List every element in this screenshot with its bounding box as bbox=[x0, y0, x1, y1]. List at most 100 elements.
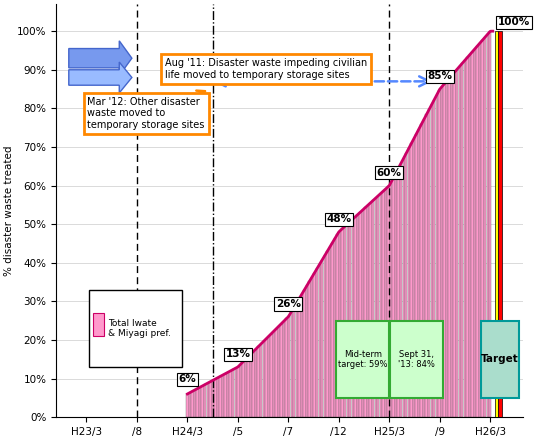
Bar bbox=[377, 196, 380, 417]
Bar bbox=[293, 307, 295, 417]
Bar bbox=[93, 313, 104, 336]
Bar bbox=[257, 346, 260, 417]
FancyBboxPatch shape bbox=[481, 321, 519, 398]
Bar bbox=[311, 277, 313, 417]
FancyBboxPatch shape bbox=[390, 321, 444, 398]
Text: 13%: 13% bbox=[226, 349, 250, 359]
Bar bbox=[252, 351, 255, 417]
Bar bbox=[286, 318, 288, 417]
Bar bbox=[270, 334, 273, 417]
Bar bbox=[451, 75, 453, 417]
Text: 85%: 85% bbox=[427, 71, 452, 81]
Bar bbox=[374, 198, 377, 417]
FancyArrow shape bbox=[69, 62, 132, 93]
Bar bbox=[413, 138, 415, 417]
Bar bbox=[425, 114, 428, 417]
Bar bbox=[324, 255, 326, 417]
Bar bbox=[433, 100, 436, 417]
Bar bbox=[197, 389, 199, 417]
Bar bbox=[469, 55, 471, 417]
Bar bbox=[275, 329, 278, 417]
Bar bbox=[301, 294, 303, 417]
Bar bbox=[265, 339, 267, 417]
Bar bbox=[342, 228, 344, 417]
Bar bbox=[255, 349, 257, 417]
Bar bbox=[235, 368, 237, 417]
Bar bbox=[260, 344, 263, 417]
Bar bbox=[400, 163, 402, 417]
Bar bbox=[321, 260, 323, 417]
Bar bbox=[186, 394, 188, 417]
Bar bbox=[487, 34, 489, 417]
Bar bbox=[418, 129, 420, 417]
Bar bbox=[288, 315, 291, 417]
Bar bbox=[482, 40, 484, 417]
Bar bbox=[298, 298, 301, 417]
Bar bbox=[372, 200, 374, 417]
Bar bbox=[344, 226, 346, 417]
Bar bbox=[194, 390, 196, 417]
Bar bbox=[214, 379, 216, 417]
Text: Aug '11: Disaster waste impeding civilian
life moved to temporary storage sites: Aug '11: Disaster waste impeding civilia… bbox=[165, 58, 367, 80]
Bar bbox=[280, 324, 283, 417]
Bar bbox=[296, 303, 298, 417]
Text: 48%: 48% bbox=[326, 214, 351, 224]
Bar bbox=[448, 78, 451, 417]
Bar bbox=[393, 177, 395, 417]
Bar bbox=[436, 95, 438, 417]
Bar bbox=[199, 387, 201, 417]
Bar bbox=[212, 380, 214, 417]
FancyArrow shape bbox=[69, 41, 132, 75]
Bar bbox=[222, 375, 224, 417]
Bar bbox=[188, 392, 191, 417]
Bar bbox=[423, 119, 425, 417]
Bar bbox=[498, 31, 502, 417]
Bar bbox=[453, 72, 456, 417]
Bar bbox=[489, 31, 491, 417]
Text: Total Iwate
& Miyagi pref.: Total Iwate & Miyagi pref. bbox=[108, 319, 171, 338]
Bar bbox=[463, 60, 466, 417]
Text: Mid-term
target: 59%: Mid-term target: 59% bbox=[338, 350, 388, 369]
Bar bbox=[306, 285, 308, 417]
Text: Sept 31,
'13: 84%: Sept 31, '13: 84% bbox=[398, 350, 436, 369]
Bar bbox=[316, 268, 318, 417]
FancyBboxPatch shape bbox=[89, 290, 183, 367]
Bar bbox=[245, 359, 247, 417]
Bar bbox=[415, 134, 418, 417]
Bar bbox=[326, 251, 329, 417]
Bar bbox=[365, 207, 367, 417]
Bar bbox=[308, 281, 311, 417]
Bar bbox=[459, 66, 461, 417]
FancyBboxPatch shape bbox=[336, 321, 389, 398]
Bar bbox=[250, 354, 252, 417]
Bar bbox=[237, 366, 240, 417]
Bar bbox=[303, 290, 306, 417]
Bar bbox=[384, 189, 387, 417]
Bar bbox=[204, 385, 206, 417]
Y-axis label: % disaster waste treated: % disaster waste treated bbox=[4, 146, 14, 276]
Bar bbox=[390, 182, 392, 417]
Bar bbox=[336, 234, 339, 417]
Bar bbox=[387, 187, 390, 417]
Bar bbox=[397, 168, 400, 417]
Bar bbox=[443, 84, 446, 417]
Bar bbox=[224, 374, 227, 417]
Bar bbox=[263, 341, 265, 417]
Text: 100%: 100% bbox=[498, 17, 530, 27]
Bar bbox=[367, 205, 369, 417]
Bar bbox=[408, 148, 410, 417]
Bar bbox=[248, 356, 250, 417]
Bar bbox=[484, 37, 487, 417]
Bar bbox=[201, 386, 204, 417]
Bar bbox=[438, 90, 440, 417]
Bar bbox=[474, 49, 476, 417]
Bar bbox=[382, 191, 384, 417]
Bar bbox=[267, 336, 270, 417]
Text: 26%: 26% bbox=[276, 299, 301, 309]
Bar bbox=[495, 31, 498, 417]
Bar bbox=[349, 221, 352, 417]
Bar bbox=[428, 109, 430, 417]
Bar bbox=[278, 326, 280, 417]
Bar bbox=[191, 391, 194, 417]
Bar bbox=[331, 243, 333, 417]
